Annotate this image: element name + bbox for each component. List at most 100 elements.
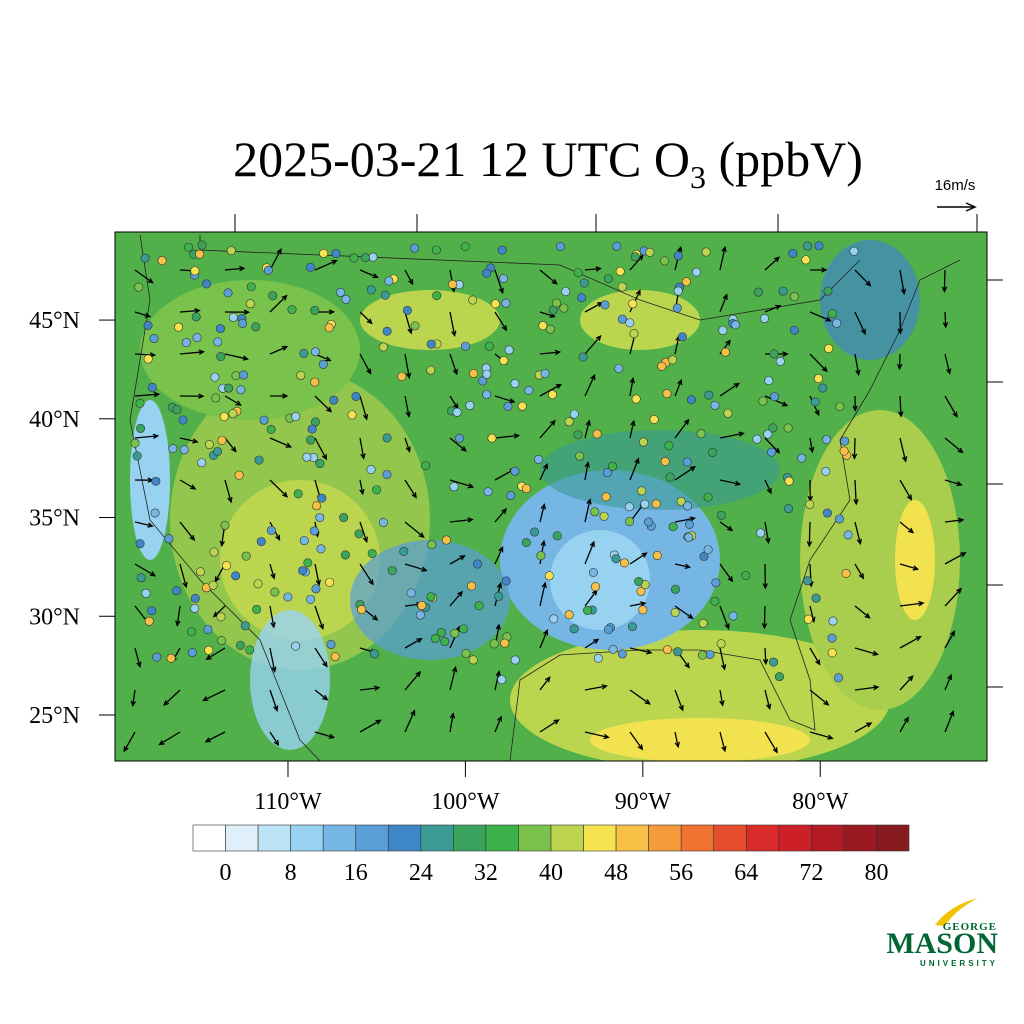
station (590, 582, 600, 592)
station (473, 559, 483, 569)
wind-arrow (809, 353, 828, 373)
station (222, 561, 232, 571)
station (660, 456, 670, 466)
station (682, 457, 692, 467)
station (220, 520, 230, 530)
station (340, 550, 350, 560)
wind-arrow (719, 293, 728, 313)
title-tail: (ppbV) (706, 131, 863, 187)
station (478, 376, 488, 386)
station (307, 424, 317, 434)
wind-arrow (269, 247, 282, 271)
colorbar-box (778, 824, 812, 852)
station (499, 356, 509, 366)
station (191, 312, 201, 322)
wind-arrow (404, 521, 425, 538)
station (728, 611, 738, 621)
wind-arrow (449, 712, 456, 733)
station (299, 348, 309, 358)
station (705, 649, 715, 659)
station (432, 291, 442, 301)
station (174, 322, 184, 332)
station (150, 508, 160, 518)
station (778, 286, 788, 296)
station (325, 577, 335, 587)
colorbar-box (615, 824, 649, 852)
station (665, 472, 675, 482)
station (172, 586, 182, 596)
station (238, 318, 248, 328)
station (317, 493, 327, 503)
station (707, 447, 717, 457)
wind-arrow (809, 689, 830, 706)
station (731, 320, 741, 330)
y-tick-label: 40°N (29, 407, 80, 433)
station (664, 441, 674, 451)
wind-arrow (494, 311, 508, 332)
station (672, 303, 682, 313)
station (306, 435, 316, 445)
station (254, 455, 264, 465)
station (814, 241, 824, 251)
wind-arrow (674, 605, 694, 620)
wind-arrow (224, 309, 251, 315)
station (136, 573, 146, 583)
station (767, 447, 777, 457)
wind-arrow (941, 269, 948, 293)
station (758, 396, 768, 406)
station (577, 293, 587, 303)
wind-arrow (494, 715, 503, 733)
wind-arrow (539, 419, 556, 439)
station (234, 470, 244, 480)
wind-arrow (494, 545, 504, 565)
wind-arrow (899, 269, 907, 296)
station (564, 610, 574, 620)
projection-ticks (234, 214, 1003, 688)
station (187, 627, 197, 637)
station (184, 242, 194, 252)
wind-arrow (359, 353, 372, 375)
station (441, 535, 451, 545)
station (624, 502, 634, 512)
station (426, 592, 436, 602)
station (326, 639, 336, 649)
colorbar-box (518, 824, 552, 852)
wind-arrow (449, 311, 457, 338)
station (564, 417, 574, 427)
wind-arrow (359, 311, 373, 325)
station (483, 487, 493, 497)
wind-arrow (854, 605, 871, 619)
station (455, 433, 465, 443)
station (341, 294, 351, 304)
wind-arrow (719, 563, 734, 583)
colorbar-box (192, 824, 226, 852)
wind-arrow (629, 376, 636, 397)
station (803, 576, 813, 586)
station (245, 299, 255, 309)
wind-arrow (896, 353, 903, 371)
station (660, 256, 670, 266)
station (190, 266, 200, 276)
station (217, 636, 227, 646)
wind-arrow (269, 345, 289, 355)
station (399, 546, 409, 556)
wind-arrow (404, 709, 416, 733)
station (841, 568, 851, 578)
station (484, 341, 494, 351)
wind-arrow (269, 563, 276, 580)
station (538, 321, 548, 331)
colorbar-box (225, 824, 259, 852)
station (716, 639, 726, 649)
station (699, 551, 709, 561)
station (843, 530, 853, 540)
station (704, 390, 714, 400)
station (592, 429, 602, 439)
wind-arrow (719, 689, 725, 707)
station (649, 414, 659, 424)
wind-arrow (269, 689, 279, 712)
wind-arrow (539, 462, 548, 481)
station (181, 338, 191, 348)
station (217, 435, 227, 445)
wind-arrow (314, 395, 333, 413)
station (357, 605, 367, 615)
